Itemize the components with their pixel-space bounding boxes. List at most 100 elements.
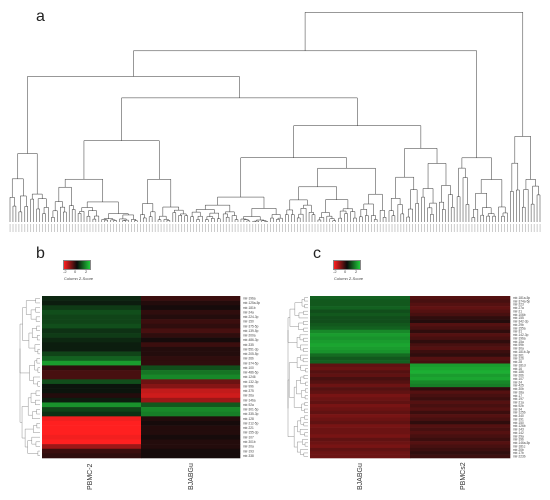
heatmap-cell: [310, 444, 411, 449]
heatmap-row-label: mir-193: [243, 449, 254, 453]
heatmap-cell: [410, 414, 511, 418]
heatmap-row-label: mir-15a: [513, 340, 524, 344]
heatmap-cell: [141, 425, 241, 431]
heatmap-cell: [310, 350, 411, 354]
dendrogram-leaf-label: [400, 224, 402, 232]
heatmap-row-label: mir-30a: [513, 347, 524, 351]
dendrogram-leaf-label: [27, 224, 29, 232]
dendrogram-link: [344, 213, 348, 222]
heatmap-cell: [310, 397, 411, 401]
dendrogram-link: [365, 215, 369, 222]
heatmap-cell: [310, 360, 411, 364]
dendrogram-link: [209, 212, 219, 219]
row-dendrogram-link: [34, 344, 40, 352]
row-dendrogram-link: [298, 312, 308, 319]
heatmap-row-label: mir-191: [513, 417, 524, 421]
heatmap-row-label: mir-181c: [513, 444, 526, 448]
row-dendrogram-link: [301, 299, 305, 307]
dendrogram-link: [373, 219, 378, 222]
dendrogram-link: [406, 216, 410, 222]
heatmap-cell: [42, 453, 142, 459]
dendrogram-link: [264, 221, 268, 222]
dendrogram-leaf-label: [365, 224, 366, 232]
heatmap-row-label: mir-139-5p: [243, 329, 259, 333]
dendrogram-leaf-label: [468, 224, 470, 232]
dendrogram-link: [18, 211, 23, 222]
dendrogram-link: [157, 219, 162, 222]
dendrogram-link: [12, 205, 17, 222]
heatmap-row-label: mir-181a-5p: [513, 296, 530, 300]
heatmap-cell: [410, 356, 511, 361]
dendrogram-link: [63, 211, 67, 222]
dendrogram-link: [172, 212, 177, 222]
dendrogram-link: [86, 201, 119, 214]
dendrogram-link: [270, 217, 274, 222]
dendrogram-leaf-label: [217, 224, 218, 232]
dendrogram-link: [388, 210, 394, 222]
color-key-c-tick-mid: 0: [344, 269, 347, 274]
row-dendrogram-link: [303, 321, 308, 325]
dendrogram-leaf-label: [137, 224, 138, 232]
heatmap-row-label: mir-374-5p: [243, 361, 259, 365]
dendrogram-link: [317, 219, 322, 222]
heatmap-cell: [310, 323, 411, 327]
dendrogram-link: [350, 211, 356, 222]
row-dendrogram-link: [304, 408, 308, 413]
dendrogram-leaf-label: [45, 224, 46, 232]
heatmap-cell: [42, 333, 142, 338]
dendrogram-leaf-label: [12, 224, 14, 232]
color-key-c: [333, 260, 361, 270]
row-dendrogram-link: [33, 376, 40, 385]
heatmap-row-label: mir-20b: [513, 448, 524, 452]
dendrogram-leaf-label: [311, 224, 313, 232]
row-dendrogram-link: [35, 399, 40, 405]
heatmap-cell: [310, 451, 411, 455]
dendrogram-leaf-label: [539, 224, 541, 232]
heatmap-cell: [141, 300, 241, 306]
heatmap-cell: [310, 424, 411, 428]
dendrogram-leaf-label: [30, 224, 32, 232]
heatmap-cell: [141, 388, 241, 394]
heatmap-cell: [141, 342, 241, 348]
dendrogram-leaf-label: [21, 224, 23, 232]
dendrogram-leaf-label: [536, 224, 538, 232]
dendrogram-leaf-label: [338, 224, 339, 232]
dendrogram-leaf-label: [71, 224, 73, 232]
dendrogram-link: [382, 217, 387, 222]
dendrogram-link: [252, 220, 257, 222]
heatmap-cell: [42, 420, 142, 426]
heatmap-cell: [141, 383, 241, 389]
row-dendrogram-link: [287, 317, 298, 343]
heatmap-row-label: mir-205-5p: [243, 352, 259, 356]
dendrogram-leaf-label: [297, 224, 298, 232]
heatmap-cell: [410, 441, 511, 445]
dendrogram-leaf-label: [519, 224, 520, 232]
dendrogram-link: [31, 193, 43, 200]
dendrogram-leaf-label: [57, 224, 58, 232]
dendrogram-link: [391, 215, 396, 222]
dendrogram-leaf-label: [299, 224, 301, 232]
heatmap-cell: [310, 387, 411, 391]
heatmap-cell: [42, 305, 142, 311]
dendrogram-leaf-label: [128, 224, 129, 232]
row-dendrogram-link: [304, 442, 308, 447]
heatmap-cell: [42, 402, 142, 408]
heatmap-row-label: mir-425: [513, 384, 524, 388]
dendrogram-leaf-label: [110, 224, 111, 232]
dendrogram-link: [261, 220, 267, 222]
row-dendrogram-link: [36, 325, 40, 331]
dendrogram-leaf-label: [48, 224, 49, 232]
heatmap-cell: [141, 453, 241, 459]
dendrogram-leaf-label: [146, 224, 147, 232]
heatmap-cell: [42, 314, 142, 320]
dendrogram-leaf-label: [344, 224, 345, 232]
heatmap-cell: [410, 427, 511, 432]
dendrogram-leaf-label: [193, 224, 194, 232]
dendrogram-link: [217, 218, 221, 222]
heatmap-cell: [310, 431, 411, 435]
dendrogram-leaf-label: [498, 224, 499, 232]
heatmap-row-label: mir-30b: [513, 387, 524, 391]
heatmap-cell: [410, 323, 511, 327]
dendrogram-link: [60, 206, 66, 222]
row-dendrogram-link: [35, 316, 40, 322]
